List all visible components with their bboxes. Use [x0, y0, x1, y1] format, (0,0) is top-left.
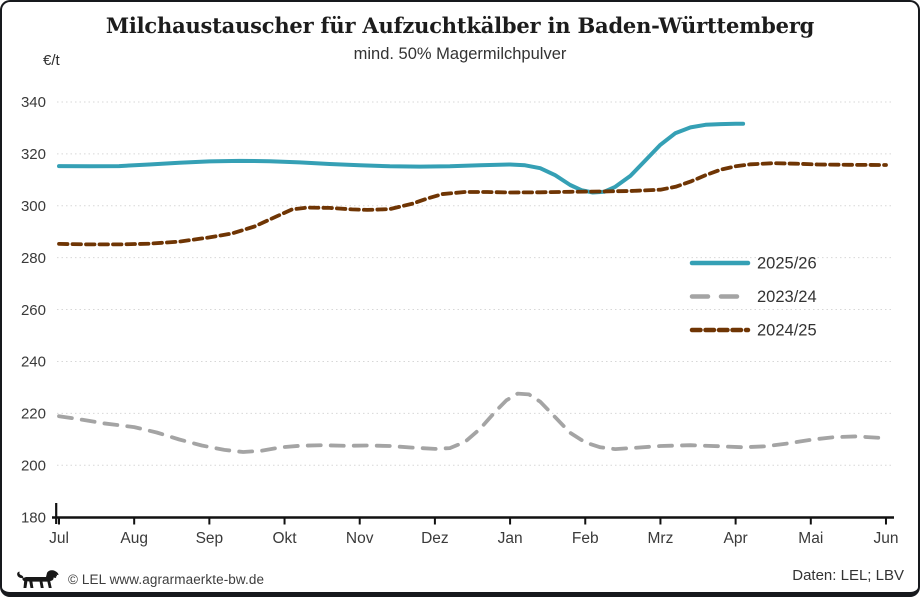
x-axis-label-Jan: Jan: [498, 530, 523, 547]
y-axis-tick-label-300: 300: [21, 198, 46, 215]
footer-branding: © LEL www.agrarmaerkte-bw.de: [14, 567, 264, 591]
legend-label-2024-25: 2024/25: [757, 322, 817, 340]
y-axis-tick-label-340: 340: [21, 94, 46, 111]
y-axis-tick-label-320: 320: [21, 146, 46, 163]
x-axis-label-Feb: Feb: [572, 530, 599, 547]
series-line-2023-24: [57, 391, 888, 454]
x-axis-label-Jul: Jul: [49, 530, 69, 547]
y-axis-tick-label-220: 220: [21, 406, 46, 423]
x-axis-label-Nov: Nov: [346, 530, 374, 547]
y-axis-tick-label-260: 260: [21, 302, 46, 319]
chart-subtitle: mind. 50% Magermilchpulver: [353, 45, 567, 63]
y-axis-tick-label-280: 280: [21, 250, 46, 267]
x-axis-label-Apr: Apr: [724, 530, 748, 547]
x-axis-label-Mrz: Mrz: [648, 530, 674, 547]
copyright-text: © LEL www.agrarmaerkte-bw.de: [68, 571, 265, 587]
legend-label-2023-24: 2023/24: [757, 288, 817, 306]
y-axis-tick-label-240: 240: [21, 354, 46, 371]
x-axis-label-Aug: Aug: [120, 530, 148, 547]
x-axis-label-Okt: Okt: [272, 530, 297, 547]
x-axis-label-Sep: Sep: [196, 530, 224, 547]
data-source-text: Daten: LEL; LBV: [792, 567, 904, 584]
x-axis-label-Dez: Dez: [421, 530, 449, 547]
series-line-2025-26: [57, 121, 746, 195]
legend-label-2025-26: 2025/26: [757, 255, 817, 273]
y-axis-unit-label: €/t: [43, 52, 60, 69]
series-line-2024-25: [57, 161, 888, 247]
x-axis-label-Jun: Jun: [873, 530, 898, 547]
chart-title: Milchaustauscher für Aufzuchtkälber in B…: [105, 13, 815, 38]
baden-wuerttemberg-lion-icon: [17, 569, 59, 588]
y-axis-tick-label-200: 200: [21, 457, 46, 474]
y-axis-tick-label-180: 180: [21, 509, 46, 526]
x-axis-label-Mai: Mai: [798, 530, 823, 547]
